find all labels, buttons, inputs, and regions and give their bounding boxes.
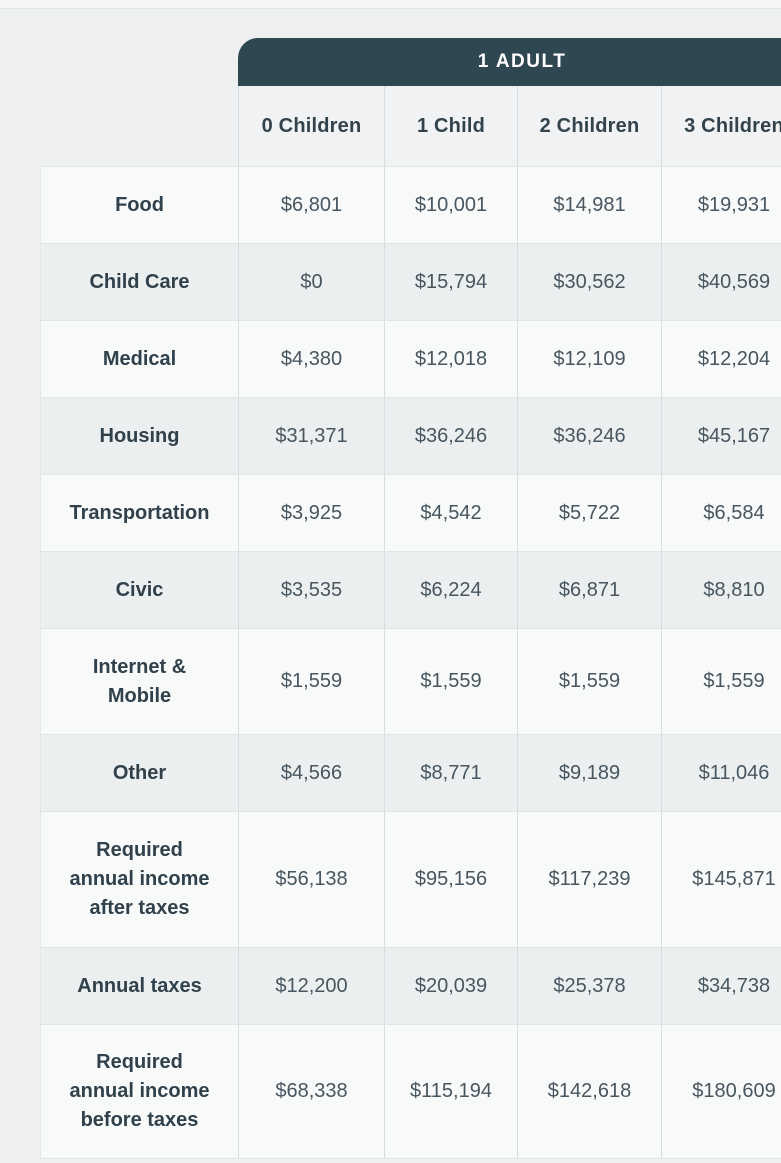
value-cell: $6,801 [238,167,384,243]
row-label-text: Civic [115,578,164,601]
row-label-text: Internet & Mobile [92,655,187,707]
row-label: Child Care [40,244,238,320]
value-cell: $31,371 [238,398,384,474]
row-label-text: Annual taxes [77,974,202,997]
table-row: Food $6,801 $10,001 $14,981 $19,931 [40,166,781,243]
column-header-0-children: 0 Children [238,86,384,166]
table-row: Housing $31,371 $36,246 $36,246 $45,167 [40,397,781,474]
value-cell: $95,156 [384,812,517,947]
row-label-text: Medical [102,347,177,370]
value-cell: $12,204 [661,321,781,397]
row-label-text: Child Care [89,270,190,293]
value-cell: $25,378 [517,948,661,1024]
value-cell: $180,609 [661,1025,781,1158]
value-cell: $1,559 [661,629,781,734]
value-cell: $1,559 [517,629,661,734]
living-wage-table: 1 ADULT 0 Children 1 Child 2 Children 3 Chi… [40,38,781,1159]
value-cell: $145,871 [661,812,781,947]
table-row: Internet & Mobile $1,559 $1,559 $1,559 $1,55… [40,628,781,734]
value-cell: $19,931 [661,167,781,243]
value-cell: $20,039 [384,948,517,1024]
table-group-header: 1 ADULT [238,38,781,86]
value-cell: $9,189 [517,735,661,811]
row-label: Required annual income after taxes [40,812,238,947]
value-cell: $34,738 [661,948,781,1024]
value-cell: $45,167 [661,398,781,474]
row-label-text: Other [112,761,167,784]
row-label-text: Required annual income after taxes [69,839,210,919]
table-row: Annual taxes $12,200 $20,039 $25,378 $34,738 [40,947,781,1024]
value-cell: $40,569 [661,244,781,320]
row-label: Housing [40,398,238,474]
table-row: Child Care $0 $15,794 $30,562 $40,569 [40,243,781,320]
row-label-text: Transportation [69,501,210,524]
row-label: Annual taxes [40,948,238,1024]
row-label: Internet & Mobile [40,629,238,734]
column-header-1-child: 1 Child [384,86,517,166]
table-row: Civic $3,535 $6,224 $6,871 $8,810 [40,551,781,628]
value-cell: $0 [238,244,384,320]
table-row: Medical $4,380 $12,018 $12,109 $12,204 [40,320,781,397]
value-cell: $1,559 [238,629,384,734]
row-label-text: Housing [99,424,180,447]
value-cell: $3,535 [238,552,384,628]
value-cell: $30,562 [517,244,661,320]
row-label-text: Required annual income before taxes [69,1051,210,1131]
row-label: Medical [40,321,238,397]
value-cell: $4,566 [238,735,384,811]
row-label: Civic [40,552,238,628]
table-row: Required annual income before taxes $68,3… [40,1024,781,1159]
value-cell: $14,981 [517,167,661,243]
top-divider [0,0,781,9]
table-row: Required annual income after taxes $56,13… [40,811,781,947]
row-label-text: Food [115,193,164,216]
value-cell: $4,380 [238,321,384,397]
column-header-2-children: 2 Children [517,86,661,166]
column-header-row: 0 Children 1 Child 2 Children 3 Children [238,86,781,166]
value-cell: $36,246 [517,398,661,474]
group-header-label: 1 ADULT [477,51,567,72]
value-cell: $8,810 [661,552,781,628]
value-cell: $4,542 [384,475,517,551]
value-cell: $10,001 [384,167,517,243]
value-cell: $12,200 [238,948,384,1024]
value-cell: $117,239 [517,812,661,947]
value-cell: $12,018 [384,321,517,397]
table-row: Transportation $3,925 $4,542 $5,722 $6,584 [40,474,781,551]
row-label: Required annual income before taxes [40,1025,238,1158]
value-cell: $12,109 [517,321,661,397]
value-cell: $8,771 [384,735,517,811]
value-cell: $1,559 [384,629,517,734]
row-label: Transportation [40,475,238,551]
value-cell: $6,584 [661,475,781,551]
table-body: Food $6,801 $10,001 $14,981 $19,931 Child Car… [40,166,781,1159]
value-cell: $11,046 [661,735,781,811]
value-cell: $6,224 [384,552,517,628]
row-label: Food [40,167,238,243]
value-cell: $36,246 [384,398,517,474]
value-cell: $3,925 [238,475,384,551]
value-cell: $115,194 [384,1025,517,1158]
row-label: Other [40,735,238,811]
value-cell: $5,722 [517,475,661,551]
table-row: Other $4,566 $8,771 $9,189 $11,046 [40,734,781,811]
value-cell: $6,871 [517,552,661,628]
value-cell: $142,618 [517,1025,661,1158]
value-cell: $68,338 [238,1025,384,1158]
value-cell: $56,138 [238,812,384,947]
value-cell: $15,794 [384,244,517,320]
column-header-3-children: 3 Children [661,86,781,166]
